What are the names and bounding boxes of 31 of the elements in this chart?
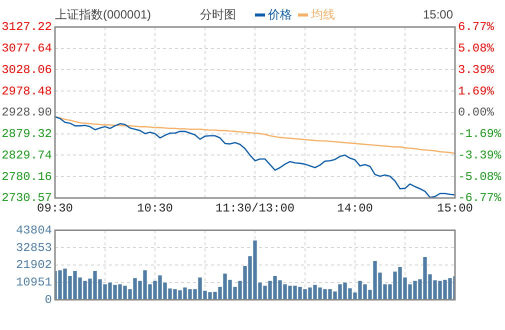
y2-tick-label: 3.39%	[458, 62, 495, 77]
y2-tick-label: 0.00%	[458, 106, 495, 120]
y2-tick-label: -1.69%	[458, 127, 502, 142]
x-tick-label: 15:00	[436, 201, 474, 216]
y-tick-label: 2928.90	[2, 106, 52, 120]
y-tick-label: 2780.16	[2, 170, 52, 184]
chart-title: 上证指数(000001)	[55, 7, 152, 22]
y2-tick-label: -5.08%	[458, 170, 502, 184]
y-tick-label: 10951	[16, 276, 52, 290]
y-tick-label: 21902	[16, 258, 52, 272]
x-tick-label: 09:30	[36, 201, 74, 216]
y-tick-label: 3077.64	[2, 42, 52, 56]
y-tick-label: 0	[44, 292, 52, 307]
y2-tick-label: 6.77%	[458, 20, 495, 34]
legend-label: 价格	[267, 7, 292, 22]
y-tick-label: 2829.74	[2, 148, 52, 162]
x-tick-label: 14:00	[336, 201, 374, 216]
y-tick-label: 3028.06	[2, 62, 52, 77]
text: 15:00	[422, 7, 454, 22]
y-tick-label: 3127.22	[2, 20, 52, 34]
y2-tick-label: -3.39%	[458, 148, 502, 162]
y2-tick-label: 1.69%	[458, 84, 495, 98]
chart-subtitle: 分时图	[200, 7, 236, 22]
y-tick-label: 2879.32	[2, 127, 52, 142]
legend-label: 均线	[310, 7, 335, 22]
x-tick-label: 10:30	[136, 201, 174, 216]
x-tick-label: 11:30/13:00	[215, 201, 295, 216]
y-tick-label: 32853	[16, 240, 52, 255]
y2-tick-label: 5.08%	[458, 42, 495, 56]
y-tick-label: 43804	[16, 223, 52, 238]
y-tick-label: 2978.48	[2, 84, 52, 98]
